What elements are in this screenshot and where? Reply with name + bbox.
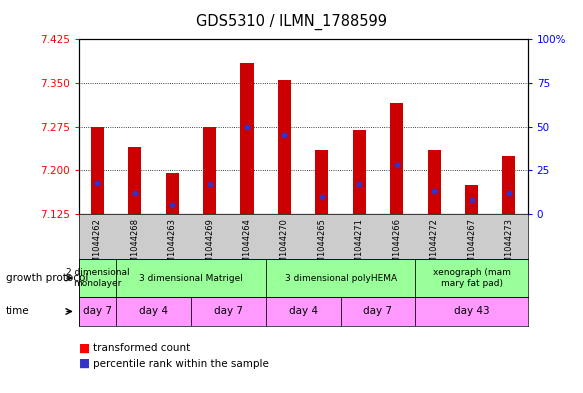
Bar [353,130,366,214]
Bar [91,127,104,214]
Bar [315,150,328,214]
Bar [390,103,403,214]
Bar [203,127,216,214]
Text: transformed count: transformed count [93,343,191,353]
Bar [166,173,179,214]
Bar [241,62,254,214]
Text: day 43: day 43 [454,307,489,316]
Text: day 4: day 4 [139,307,168,316]
Text: GSM1044271: GSM1044271 [355,218,364,274]
Text: time: time [6,307,30,316]
Text: 3 dimensional Matrigel: 3 dimensional Matrigel [139,274,243,283]
Text: day 7: day 7 [214,307,243,316]
Bar [79,297,116,326]
Bar [116,259,266,297]
Bar [415,297,528,326]
Bar [128,147,141,214]
Text: GSM1044265: GSM1044265 [317,218,326,274]
Bar [503,156,515,214]
Text: xenograph (mam
mary fat pad): xenograph (mam mary fat pad) [433,268,511,288]
Bar [465,185,478,214]
Text: GSM1044263: GSM1044263 [168,218,177,274]
Bar [79,259,116,297]
Text: growth protocol: growth protocol [6,273,88,283]
Text: GSM1044273: GSM1044273 [504,218,514,274]
Bar [266,259,415,297]
Text: 3 dimensional polyHEMA: 3 dimensional polyHEMA [285,274,396,283]
Text: GSM1044267: GSM1044267 [467,218,476,274]
Bar [340,297,415,326]
Bar [116,297,191,326]
Text: 2 dimensional
monolayer: 2 dimensional monolayer [66,268,129,288]
Bar [278,80,291,214]
Bar [266,297,340,326]
Text: day 7: day 7 [363,307,392,316]
Text: GSM1044269: GSM1044269 [205,218,214,274]
Bar [427,150,441,214]
Text: ■: ■ [79,357,90,370]
Text: ■: ■ [79,341,90,354]
Text: GSM1044262: GSM1044262 [93,218,102,274]
Text: GSM1044272: GSM1044272 [430,218,438,274]
Bar [415,259,528,297]
Text: GSM1044266: GSM1044266 [392,218,401,274]
Text: GDS5310 / ILMN_1788599: GDS5310 / ILMN_1788599 [196,14,387,30]
Text: day 7: day 7 [83,307,112,316]
Text: percentile rank within the sample: percentile rank within the sample [93,358,269,369]
Text: GSM1044264: GSM1044264 [243,218,251,274]
Bar [191,297,266,326]
Text: day 4: day 4 [289,307,318,316]
Text: GSM1044268: GSM1044268 [131,218,139,274]
Text: GSM1044270: GSM1044270 [280,218,289,274]
